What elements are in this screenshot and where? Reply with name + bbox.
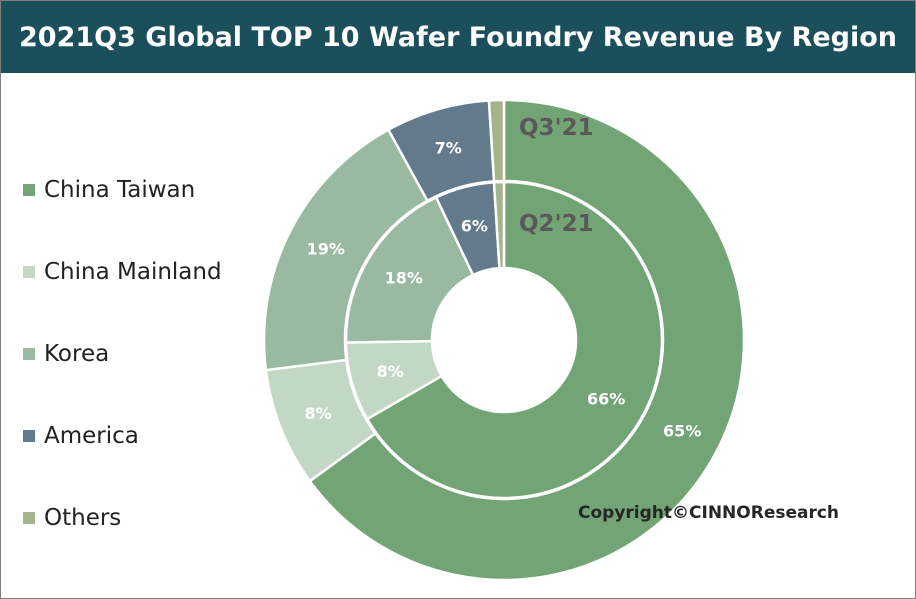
legend: China Taiwan China Mainland Korea Americ… (23, 149, 222, 559)
legend-swatch (23, 512, 35, 524)
data-label-q3-america: 7% (435, 138, 462, 157)
legend-label: China Taiwan (44, 177, 196, 203)
data-label-q3-china-taiwan: 65% (663, 421, 701, 440)
legend-swatch (23, 430, 35, 442)
legend-label: Korea (44, 341, 110, 367)
slice-q2-china-taiwan (365, 180, 664, 500)
data-label-q2-china-taiwan: 66% (587, 390, 625, 409)
slice-q2-others (492, 180, 506, 270)
legend-item-china-mainland: China Mainland (23, 231, 222, 313)
legend-item-america: America (23, 395, 222, 477)
slice-q2-korea (344, 196, 475, 344)
title-bar: 2021Q3 Global TOP 10 Wafer Foundry Reven… (1, 1, 915, 73)
legend-swatch (23, 266, 35, 278)
legend-label: China Mainland (44, 259, 222, 285)
legend-label: America (44, 423, 139, 449)
legend-swatch (23, 184, 35, 196)
data-label-q3-china-mainland: 8% (304, 404, 331, 423)
outer-ring-q3 (262, 98, 746, 582)
series-label-q3: Q3'21 (519, 115, 594, 141)
legend-label: Others (44, 505, 122, 531)
legend-swatch (23, 348, 35, 360)
ring-labels: 65% 8% 19% 7% 66% 8% 18% 6% (304, 138, 701, 440)
legend-item-others: Others (23, 477, 222, 559)
data-label-q2-korea: 18% (385, 268, 423, 287)
data-label-q3-korea: 19% (307, 240, 345, 259)
data-label-q2-china-mainland: 8% (377, 362, 404, 381)
data-label-q2-america: 6% (461, 216, 488, 235)
legend-item-korea: Korea (23, 313, 222, 395)
legend-item-china-taiwan: China Taiwan (23, 149, 222, 231)
series-label-q2: Q2'21 (519, 211, 594, 237)
chart-title: 2021Q3 Global TOP 10 Wafer Foundry Reven… (19, 21, 897, 53)
copyright-text: Copyright©CINNOResearch (578, 503, 840, 523)
inner-ring-q2 (344, 180, 664, 500)
